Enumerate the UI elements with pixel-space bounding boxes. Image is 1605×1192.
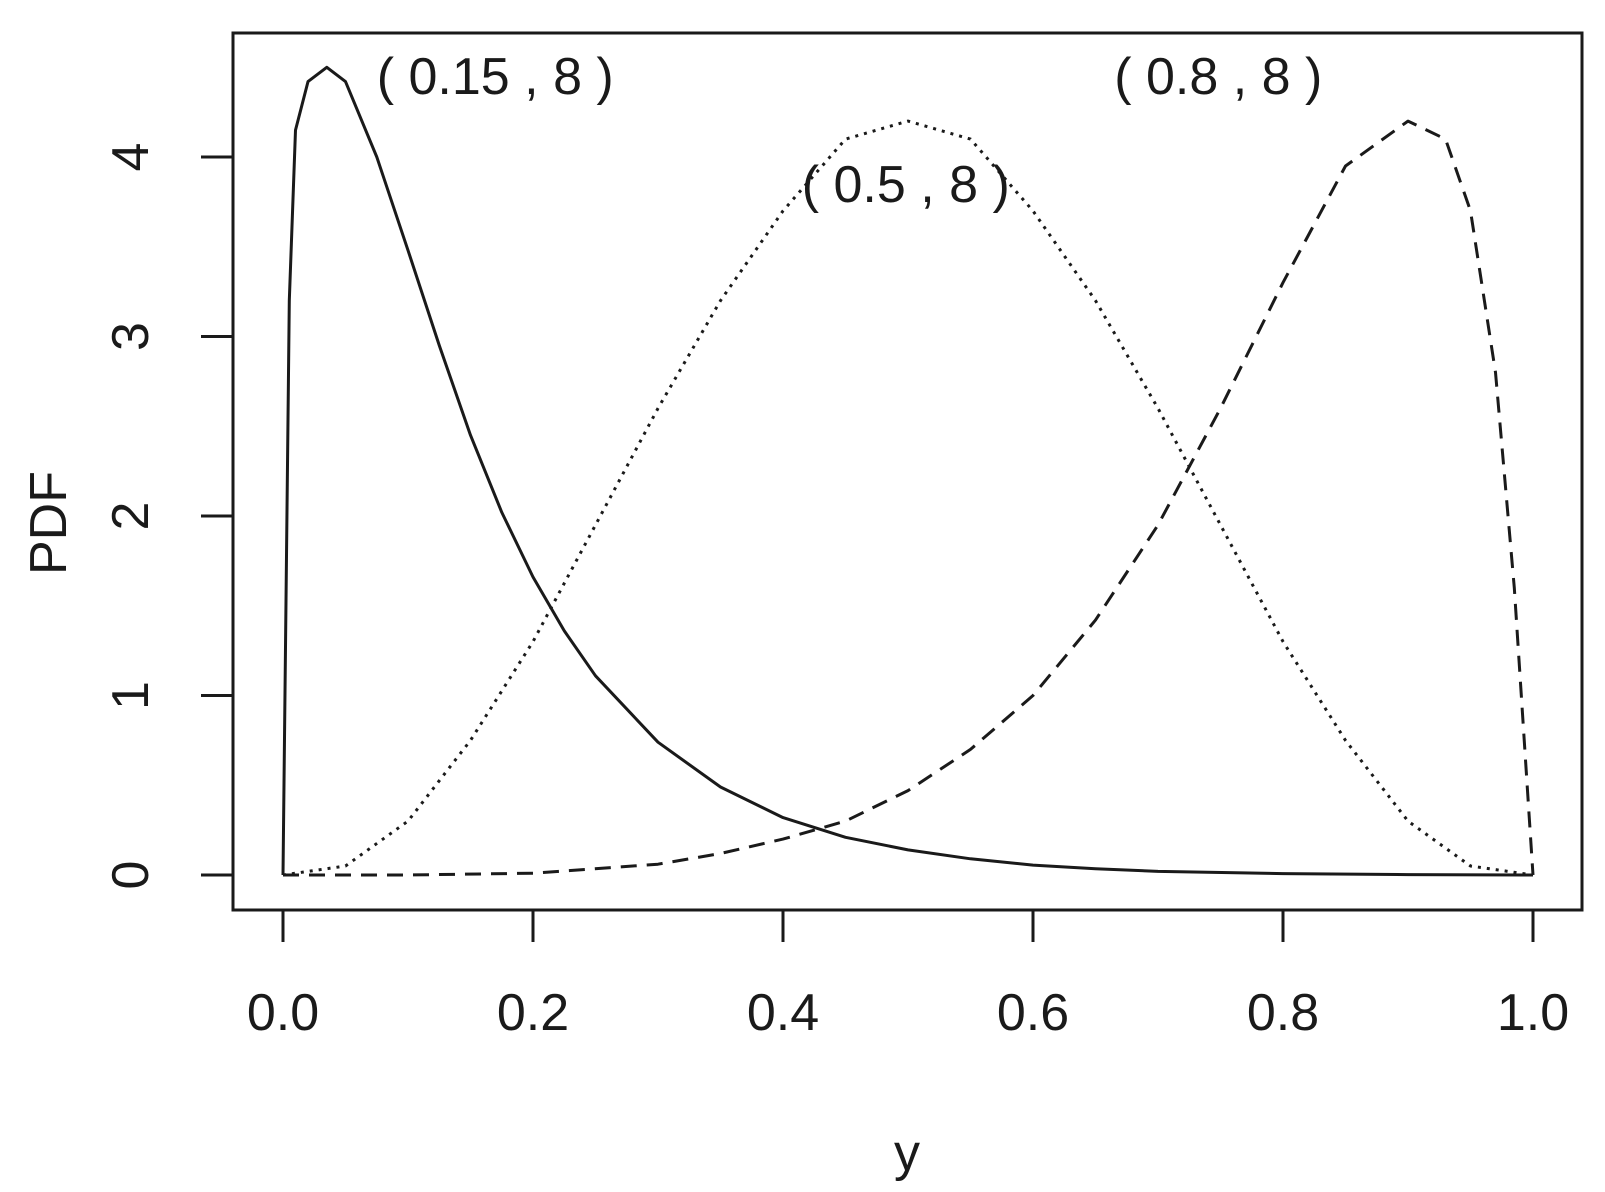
x-tick-label: 0.8 <box>1247 984 1319 1042</box>
y-axis-label: PDF <box>20 471 78 575</box>
series-line-3-dashed <box>283 119 1535 877</box>
curve-annotation: ( 0.15 , 8 ) <box>377 48 614 106</box>
y-tick-label: 1 <box>102 681 160 710</box>
curve-annotation: ( 0.5 , 8 ) <box>802 156 1010 214</box>
y-tick-label: 3 <box>102 322 160 351</box>
y-tick-label: 2 <box>102 502 160 531</box>
series-line-1-solid <box>281 65 1534 877</box>
x-tick-label: 0.0 <box>247 984 319 1042</box>
annotations-layer: ( 0.15 , 8 ) ( 0.5 , 8 ) ( 0.8 , 8 ) <box>377 48 1323 214</box>
x-axis-label: y <box>894 1124 920 1182</box>
x-tick-label: 0.6 <box>997 984 1069 1042</box>
y-tick-label: 0 <box>102 861 160 890</box>
x-tick-label: 0.2 <box>497 984 569 1042</box>
y-tick-label: 4 <box>102 143 160 172</box>
curve-annotation: ( 0.8 , 8 ) <box>1114 48 1322 106</box>
x-axis: 0.0 0.2 0.4 0.6 0.8 1.0 <box>247 908 1569 1042</box>
x-tick-label: 1.0 <box>1497 984 1569 1042</box>
y-axis: 0 1 2 3 4 <box>102 143 235 890</box>
curves-layer <box>281 65 1535 877</box>
series-line-2-dotted <box>282 119 1534 877</box>
x-tick-label: 0.4 <box>747 984 819 1042</box>
